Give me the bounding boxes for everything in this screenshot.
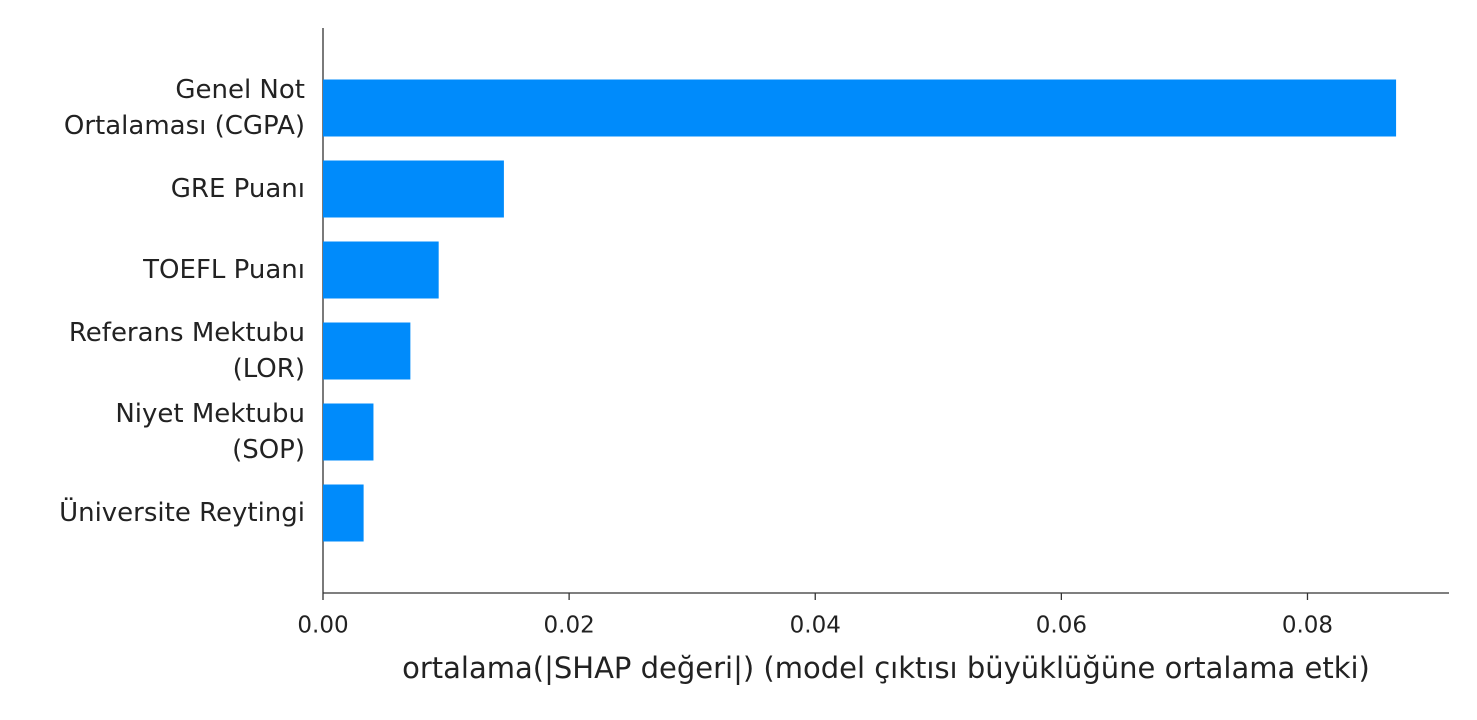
x-tick-label: 0.04 xyxy=(790,613,841,639)
bar xyxy=(323,484,364,542)
x-tick-label: 0.08 xyxy=(1282,613,1333,639)
y-tick-label: Genel Not Ortalaması (CGPA) xyxy=(63,75,305,141)
bar xyxy=(323,322,411,380)
y-tick-label: Üniversite Reytingi xyxy=(59,498,305,528)
y-tick-label: Niyet Mektubu (SOP) xyxy=(115,399,305,465)
x-tick-label: 0.00 xyxy=(297,613,348,639)
x-tick-label: 0.02 xyxy=(544,613,595,639)
bar xyxy=(323,241,439,299)
y-tick-label: GRE Puanı xyxy=(170,174,305,204)
x-axis-label: ortalama(|SHAP değeri|) (model çıktısı b… xyxy=(402,651,1370,685)
bar xyxy=(323,79,1397,137)
bar xyxy=(323,403,374,461)
y-tick-label: TOEFL Puanı xyxy=(143,255,305,285)
y-tick-label: Referans Mektubu (LOR) xyxy=(68,318,305,384)
bar xyxy=(323,160,504,218)
x-tick-label: 0.06 xyxy=(1036,613,1087,639)
